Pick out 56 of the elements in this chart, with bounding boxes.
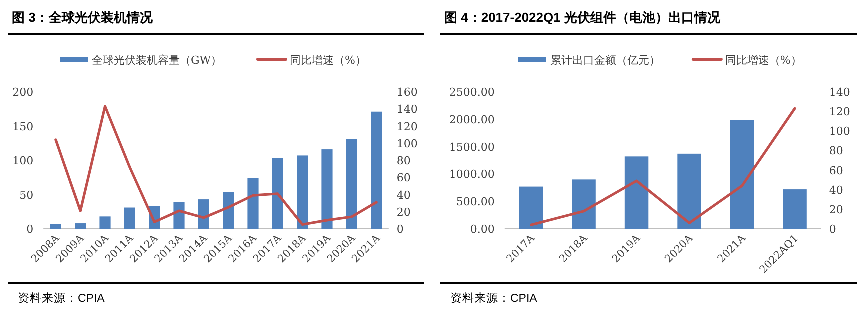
y2-tick-label: 140 bbox=[829, 86, 850, 99]
y2-tick-label: 160 bbox=[396, 86, 418, 99]
y-tick-label: 2500.00 bbox=[449, 86, 495, 99]
y-tick-label: 1500.00 bbox=[449, 140, 495, 154]
bar bbox=[124, 208, 136, 229]
y-tick-label: 50 bbox=[20, 188, 34, 202]
y-tick-label: 0 bbox=[26, 223, 34, 236]
y2-tick-label: 40 bbox=[829, 184, 844, 197]
line-series bbox=[54, 105, 378, 226]
y2-tick-label: 40 bbox=[396, 188, 411, 202]
legend-label: 同比增速（%） bbox=[290, 54, 366, 67]
bar bbox=[198, 200, 210, 229]
bar bbox=[297, 156, 308, 229]
y-tick-label: 2000.00 bbox=[449, 113, 495, 126]
bar bbox=[223, 192, 234, 229]
y2-tick-label: 140 bbox=[396, 103, 418, 116]
bar bbox=[519, 186, 544, 229]
y-tick-label: 500.00 bbox=[456, 196, 495, 209]
bar bbox=[346, 139, 358, 229]
bar bbox=[624, 156, 649, 229]
y2-tick-label: 20 bbox=[396, 206, 411, 219]
bar bbox=[100, 216, 111, 229]
y2-tick-label: 60 bbox=[396, 172, 411, 185]
text: 资料来源：CPIA bbox=[450, 292, 538, 305]
bar bbox=[248, 178, 259, 229]
y-tick-label: 150 bbox=[12, 120, 34, 134]
bar bbox=[322, 150, 333, 229]
y-tick-label: 200 bbox=[12, 86, 34, 99]
y-tick-label: 100 bbox=[12, 154, 34, 168]
y2-tick-label: 120 bbox=[396, 120, 418, 134]
y2-tick-label: 120 bbox=[829, 106, 850, 119]
y2-tick-label: 100 bbox=[829, 125, 850, 138]
bar bbox=[730, 120, 754, 229]
text: 资料来源：CPIA bbox=[18, 292, 106, 305]
bar bbox=[272, 158, 284, 229]
y2-tick-label: 100 bbox=[396, 137, 418, 150]
bar bbox=[783, 190, 807, 229]
legend-label: 累计出口金额（亿元） bbox=[550, 54, 660, 67]
y-tick-label: 0.00 bbox=[470, 223, 495, 236]
y2-tick-label: 20 bbox=[829, 203, 844, 216]
legend-label: 同比增速（%） bbox=[725, 54, 802, 67]
chart-title: 图 3：全球光伏装机情况 bbox=[12, 10, 154, 25]
y2-tick-label: 80 bbox=[396, 154, 411, 168]
bar bbox=[75, 224, 86, 229]
y-tick-label: 1000.00 bbox=[449, 168, 495, 182]
legend-label: 全球光伏装机容量（GW） bbox=[92, 54, 222, 67]
y2-tick-label: 0 bbox=[396, 223, 404, 236]
y2-tick-label: 0 bbox=[829, 223, 836, 236]
y2-tick-label: 80 bbox=[829, 144, 844, 158]
bar bbox=[50, 224, 62, 229]
chart-title: 图 4：2017-2022Q1 光伏组件（电池）出口情况 bbox=[444, 10, 722, 25]
y2-tick-label: 60 bbox=[829, 164, 844, 178]
bar bbox=[371, 112, 382, 229]
bar bbox=[572, 180, 596, 229]
bar bbox=[678, 154, 702, 229]
line-series bbox=[530, 107, 796, 226]
